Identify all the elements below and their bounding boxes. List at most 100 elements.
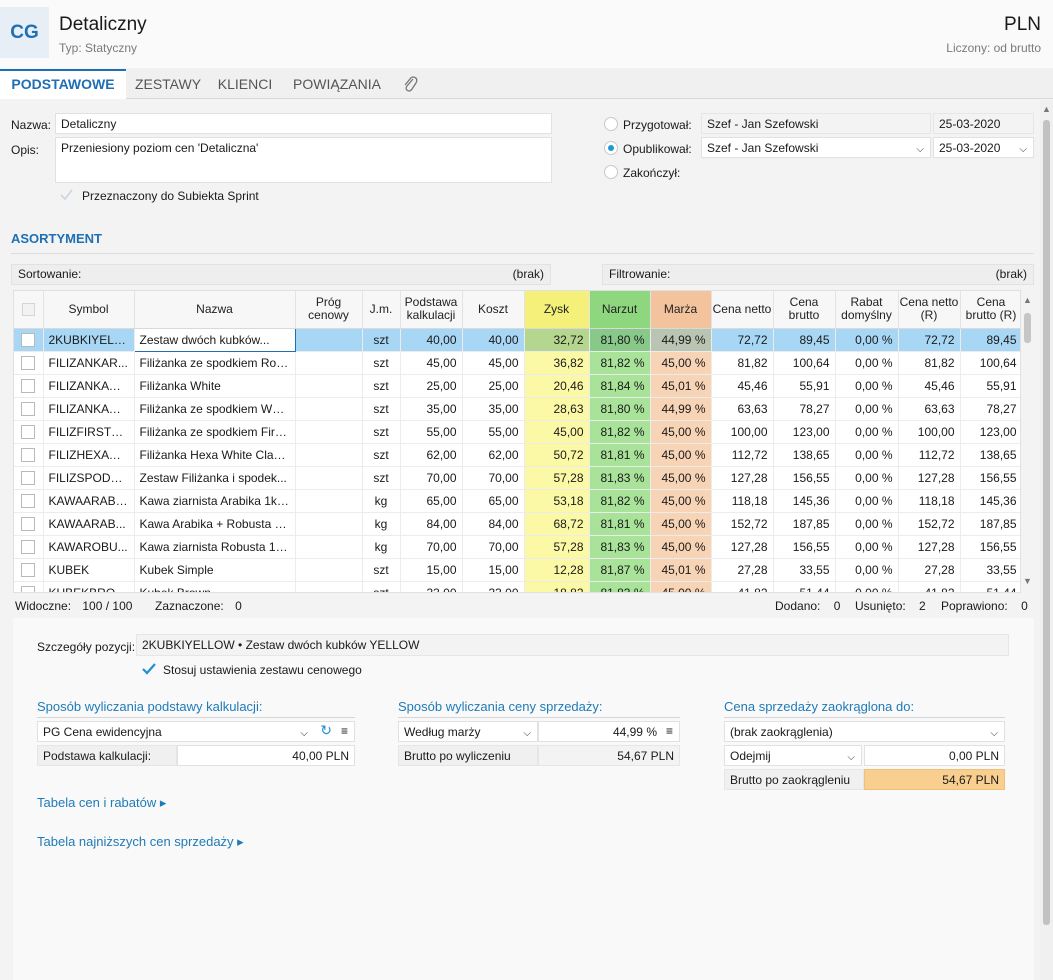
grid-cell[interactable]: kg: [362, 512, 401, 536]
grid-cell[interactable]: 45,00 %: [650, 581, 712, 592]
grid-cell[interactable]: szt: [362, 397, 401, 421]
grid-cell[interactable]: 127,28: [898, 466, 961, 490]
row-select-cell[interactable]: [14, 489, 44, 513]
grid-cell[interactable]: 57,28: [524, 535, 590, 559]
sort-box[interactable]: Sortowanie: (brak): [11, 264, 551, 285]
grid-cell[interactable]: 81,81 %: [589, 512, 651, 536]
row-select-cell[interactable]: [14, 443, 44, 467]
grid-cell[interactable]: 138,65: [773, 443, 836, 467]
grid-cell[interactable]: 45,46: [898, 374, 961, 398]
grid-cell[interactable]: Kawa ziarnista Arabika 1kg...: [134, 489, 296, 513]
grid-cell[interactable]: kg: [362, 489, 401, 513]
grid-cell[interactable]: 89,45: [773, 328, 836, 352]
row-checkbox[interactable]: [21, 447, 36, 462]
table-row[interactable]: KAWAROBU... Kawa ziarnista Robusta 1k... k…: [14, 535, 1020, 559]
grid-cell[interactable]: 81,80 %: [589, 397, 651, 421]
grid-cell[interactable]: 100,64: [960, 351, 1020, 375]
subtract-amount-field[interactable]: 0,00 PLN: [864, 745, 1005, 766]
table-row[interactable]: FILIZHEXAW... Filiżanka Hexa White Classi…: [14, 443, 1020, 467]
grid-cell[interactable]: 138,65: [960, 443, 1020, 467]
grid-cell[interactable]: 0,00 %: [835, 351, 899, 375]
grid-cell[interactable]: 81,80 %: [589, 328, 651, 352]
grid-cell[interactable]: 25,00: [462, 374, 525, 398]
grid-cell[interactable]: 0,00 %: [835, 489, 899, 513]
grid-cell[interactable]: 28,63: [524, 397, 590, 421]
grid-cell[interactable]: 50,72: [524, 443, 590, 467]
finished-radio[interactable]: [604, 165, 618, 179]
grid-cell[interactable]: 100,00: [898, 420, 961, 444]
scroll-down-icon[interactable]: ▼: [1023, 576, 1032, 586]
grid-cell[interactable]: 156,55: [773, 466, 836, 490]
grid-cell[interactable]: 35,00: [462, 397, 525, 421]
grid-cell[interactable]: FILIZSPODEK...: [43, 466, 135, 490]
grid-cell[interactable]: FILIZANKAW...: [43, 397, 135, 421]
grid-cell[interactable]: KUBEK: [43, 558, 135, 582]
grid-cell[interactable]: 55,00: [400, 420, 463, 444]
grid-cell[interactable]: [295, 328, 363, 352]
grid-cell[interactable]: szt: [362, 328, 401, 352]
grid-cell[interactable]: 55,91: [960, 374, 1020, 398]
grid-cell[interactable]: 123,00: [960, 420, 1020, 444]
grid-cell[interactable]: 45,00 %: [650, 535, 712, 559]
grid-cell[interactable]: Zestaw Filiżanka i spodek...: [134, 466, 296, 490]
row-select-cell[interactable]: [14, 420, 44, 444]
grid-cell[interactable]: 62,00: [400, 443, 463, 467]
grid-cell[interactable]: szt: [362, 443, 401, 467]
grid-cell[interactable]: 33,55: [960, 558, 1020, 582]
grid-cell[interactable]: 0,00 %: [835, 512, 899, 536]
grid-cell[interactable]: 118,18: [711, 489, 774, 513]
grid-scrollbar[interactable]: ▲ ▼: [1021, 291, 1034, 594]
grid-cell[interactable]: 2KUBKIYELL...: [43, 328, 135, 352]
table-row[interactable]: FILIZANKAW... Filiżanka ze spodkiem White…: [14, 397, 1020, 421]
price-percent-field[interactable]: 44,99 % ≡: [538, 721, 680, 742]
grid-cell[interactable]: [295, 351, 363, 375]
grid-cell[interactable]: 33,55: [773, 558, 836, 582]
tab-podstawowe[interactable]: PODSTAWOWE: [0, 69, 126, 99]
col-header[interactable]: Nazwa: [134, 291, 296, 329]
row-checkbox[interactable]: [21, 539, 36, 554]
grid-cell[interactable]: 0,00 %: [835, 397, 899, 421]
grid-cell[interactable]: 89,45: [960, 328, 1020, 352]
grid-cell[interactable]: 63,63: [711, 397, 774, 421]
row-select-cell[interactable]: [14, 558, 44, 582]
desc-textarea[interactable]: Przeniesiony poziom cen 'Detaliczna': [55, 137, 552, 183]
grid-cell[interactable]: 45,01 %: [650, 558, 712, 582]
row-select-cell[interactable]: [14, 466, 44, 490]
table-row[interactable]: 2KUBKIYELL... Zestaw dwóch kubków... szt 40…: [14, 327, 1020, 352]
grid-cell[interactable]: 72,72: [898, 328, 961, 352]
col-header[interactable]: Cena netto: [711, 291, 774, 329]
col-header[interactable]: Symbol: [43, 291, 135, 329]
grid-cell[interactable]: 45,00: [400, 351, 463, 375]
grid-cell[interactable]: 187,85: [773, 512, 836, 536]
grid-cell[interactable]: Zestaw dwóch kubków...: [133, 327, 296, 352]
grid-cell[interactable]: 127,28: [711, 466, 774, 490]
menu-icon[interactable]: ≡: [665, 724, 673, 738]
grid-cell[interactable]: Kawa ziarnista Robusta 1k...: [134, 535, 296, 559]
grid-cell[interactable]: 12,28: [524, 558, 590, 582]
grid-cell[interactable]: 27,28: [898, 558, 961, 582]
prepared-radio[interactable]: [604, 117, 618, 131]
grid-cell[interactable]: 100,64: [773, 351, 836, 375]
grid-cell[interactable]: 81,83 %: [589, 581, 651, 592]
grid-cell[interactable]: 51,44: [773, 581, 836, 592]
grid-cell[interactable]: 100,00: [711, 420, 774, 444]
published-by-select[interactable]: Szef - Jan Szefowski ⌵: [701, 137, 931, 158]
grid-cell[interactable]: 15,00: [462, 558, 525, 582]
grid-cell[interactable]: Filiżanka White: [134, 374, 296, 398]
attachment-icon[interactable]: [402, 75, 418, 93]
grid-cell[interactable]: KAWAROBU...: [43, 535, 135, 559]
row-select-cell[interactable]: [14, 328, 44, 352]
subtract-select[interactable]: Odejmij ⌵: [724, 745, 862, 766]
tab-zestawy[interactable]: ZESTAWY: [134, 76, 202, 92]
grid-cell[interactable]: 63,63: [898, 397, 961, 421]
grid-cell[interactable]: 145,36: [960, 489, 1020, 513]
grid-cell[interactable]: 45,01 %: [650, 374, 712, 398]
grid-cell[interactable]: 145,36: [773, 489, 836, 513]
scroll-up-icon[interactable]: ▲: [1042, 104, 1051, 114]
apply-checkbox[interactable]: [141, 661, 157, 677]
grid-cell[interactable]: 0,00 %: [835, 420, 899, 444]
grid-cell[interactable]: FILIZFIRSTCL...: [43, 420, 135, 444]
rounding-select[interactable]: (brak zaokrąglenia) ⌵: [724, 721, 1005, 742]
menu-icon[interactable]: ≡: [340, 724, 348, 738]
col-header[interactable]: J.m.: [362, 291, 401, 329]
